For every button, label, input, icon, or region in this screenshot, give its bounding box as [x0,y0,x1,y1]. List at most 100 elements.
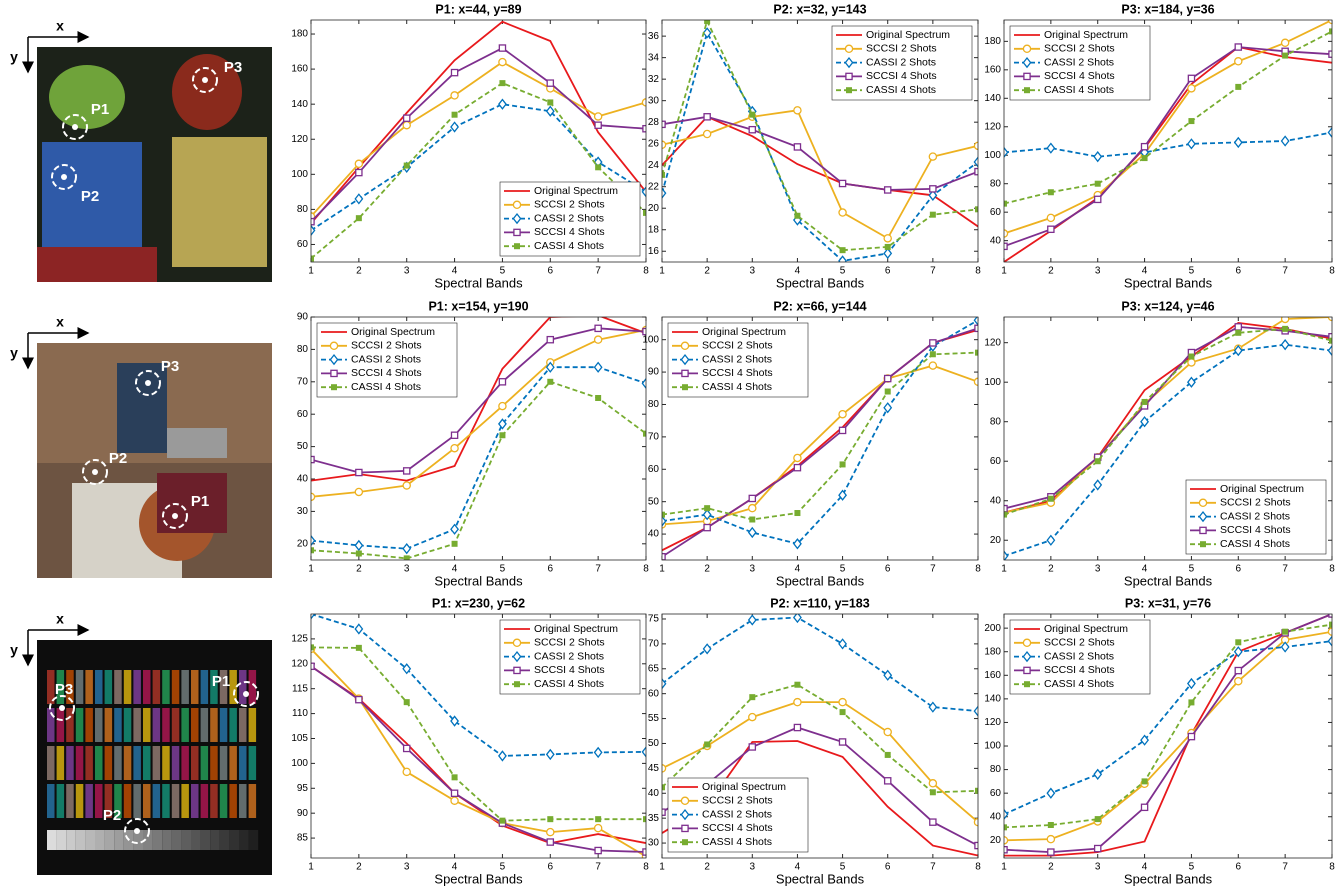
y-tick-label: 80 [990,178,1002,189]
y-tick-label: 40 [990,495,1002,506]
data-point [793,614,802,624]
color-patch [162,784,170,818]
point-dot [59,705,65,711]
y-tick-label: 90 [648,367,660,378]
color-patch [47,670,55,704]
x-tick-label: 4 [452,266,458,277]
x-axis-title: Spectral Bands [1124,275,1213,290]
x-tick-label: 2 [1048,862,1054,873]
data-point [975,349,978,356]
x-tick-label: 3 [750,266,756,277]
series-line [311,103,646,232]
gray-patch [104,830,115,850]
x-tick-label: 1 [1001,564,1007,575]
color-patch [133,670,141,704]
data-point [643,816,646,823]
y-tick-label: 160 [291,64,308,75]
data-point [546,335,555,344]
data-point [793,723,802,732]
point-label: P1 [212,673,230,690]
x-tick-label: 2 [704,266,710,277]
data-point [883,727,892,737]
x-tick-label: 4 [795,266,801,277]
y-tick-label: 60 [648,464,660,475]
color-patch [75,784,84,818]
x-tick-label: 4 [795,564,801,575]
data-point [355,468,363,477]
gray-patch [248,830,259,850]
data-point [450,431,459,440]
y-tick-label: 70 [648,639,660,650]
data-point [450,443,459,453]
data-point [1234,323,1243,331]
x-axis-label: x [56,611,64,627]
data-point [354,623,364,635]
series-line [662,364,978,526]
x-tick-label: 3 [404,266,410,277]
data-point [1327,317,1332,322]
color-patch [143,746,151,780]
data-point [1329,621,1332,628]
legend-label: SCCSI 4 Shots [702,367,773,379]
color-patch [85,784,93,818]
color-patch [85,670,93,704]
color-patch [219,784,228,818]
color-patch [248,708,257,742]
data-point [1328,333,1332,341]
photo [37,640,272,875]
data-point [838,255,847,262]
y-tick-label: 160 [984,64,1001,75]
color-patch [210,746,218,780]
x-axis-title: Spectral Bands [1124,573,1213,588]
legend-label: SCCSI 2 Shots [1220,497,1291,509]
y-tick-label: 80 [297,344,309,355]
gray-patch [210,830,220,850]
series-line [311,665,646,853]
y-tick-label: 180 [984,36,1001,47]
legend-marker [329,353,339,366]
data-point [498,418,507,430]
legend-label: CASSI 4 Shots [702,836,772,848]
legend-label: Original Spectrum [1044,29,1128,41]
plot-frame [1003,316,1333,561]
data-point [499,80,506,87]
series-group [311,20,646,262]
x-tick-label: 5 [1189,564,1195,575]
legend-label: CASSI 2 Shots [1220,510,1290,522]
x-tick-label: 8 [643,266,649,277]
x-tick-label: 5 [1189,862,1195,873]
x-tick-label: 8 [1329,266,1335,277]
point-dot [92,469,98,475]
x-tick-label: 5 [500,862,506,873]
gray-patch [191,830,201,850]
color-patch [171,784,180,818]
legend-label: SCCSI 4 Shots [534,226,605,238]
figure-head [49,65,125,129]
x-tick-label: 8 [643,862,649,873]
plot-frame [661,19,979,263]
data-point [1235,83,1242,90]
data-point [402,663,412,675]
data-point [595,164,602,171]
point-ring [51,164,77,190]
plot-frame [1003,19,1333,263]
data-point [839,247,846,254]
legend-label: Original Spectrum [1220,483,1304,495]
gray-patch [114,830,124,850]
data-point [702,129,712,139]
data-point [928,361,938,370]
data-point [1046,142,1056,154]
color-patch [56,708,65,742]
series-line [311,665,646,845]
chart-title: P3: x=184, y=36 [1121,2,1214,16]
y-tick-label: 100 [984,150,1001,161]
y-tick-label: 35 [648,813,660,824]
data-point [641,186,646,198]
x-axis-title: Spectral Bands [434,275,523,290]
series-line [311,648,646,858]
x-tick-label: 2 [704,564,710,575]
x-tick-label: 5 [500,266,506,277]
y-tick-label: 22 [648,181,660,192]
series-line [311,614,646,757]
x-tick-label: 3 [404,564,410,575]
